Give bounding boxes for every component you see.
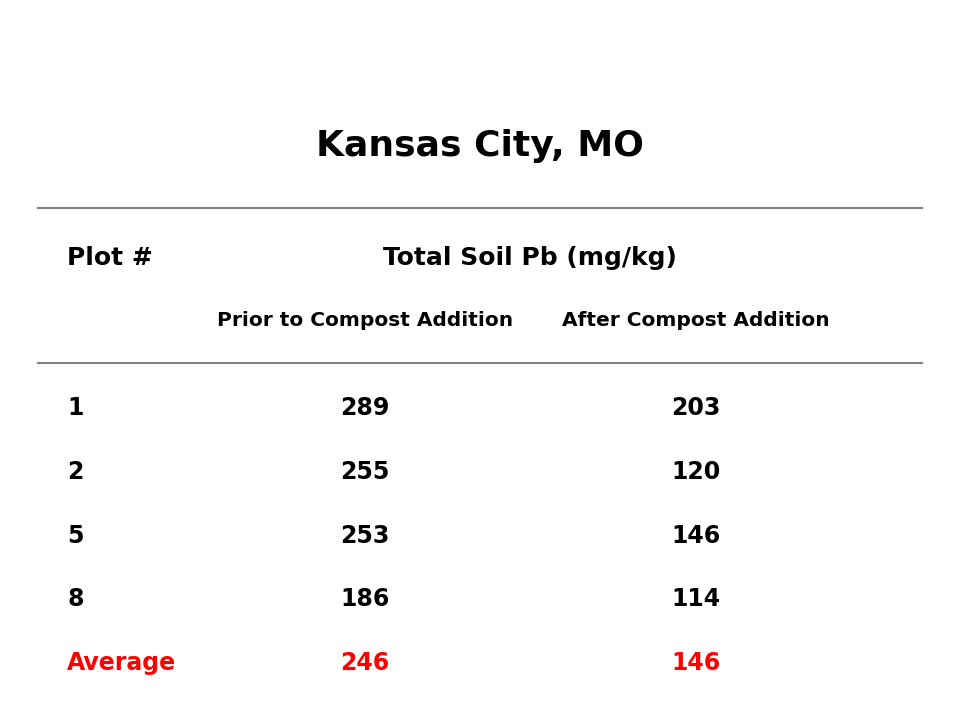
Text: 186: 186 (340, 588, 390, 611)
Text: 246: 246 (340, 651, 390, 675)
Text: 120: 120 (671, 460, 721, 484)
Text: 203: 203 (671, 396, 721, 420)
Text: Kansas State: Kansas State (38, 662, 170, 680)
Text: 114: 114 (671, 588, 721, 611)
Text: U N I V E R S I T Y: U N I V E R S I T Y (38, 693, 141, 706)
Text: 146: 146 (671, 523, 721, 547)
Text: 5: 5 (67, 523, 84, 547)
Text: Plot #: Plot # (67, 246, 153, 271)
Text: 2: 2 (67, 460, 84, 484)
Text: Average: Average (67, 651, 177, 675)
Text: 253: 253 (340, 523, 390, 547)
Text: Contaminant Dilution through Compost Addition: Contaminant Dilution through Compost Add… (0, 20, 960, 58)
Text: 289: 289 (340, 396, 390, 420)
Text: 255: 255 (340, 460, 390, 484)
Text: Prior to Compost Addition: Prior to Compost Addition (217, 311, 513, 330)
Text: After Compost Addition: After Compost Addition (563, 311, 829, 330)
Text: 1: 1 (67, 396, 84, 420)
Text: Kansas City, MO: Kansas City, MO (316, 129, 644, 163)
Text: Total Soil Pb (mg/kg): Total Soil Pb (mg/kg) (383, 246, 678, 271)
Text: 8: 8 (67, 588, 84, 611)
Text: 146: 146 (671, 651, 721, 675)
